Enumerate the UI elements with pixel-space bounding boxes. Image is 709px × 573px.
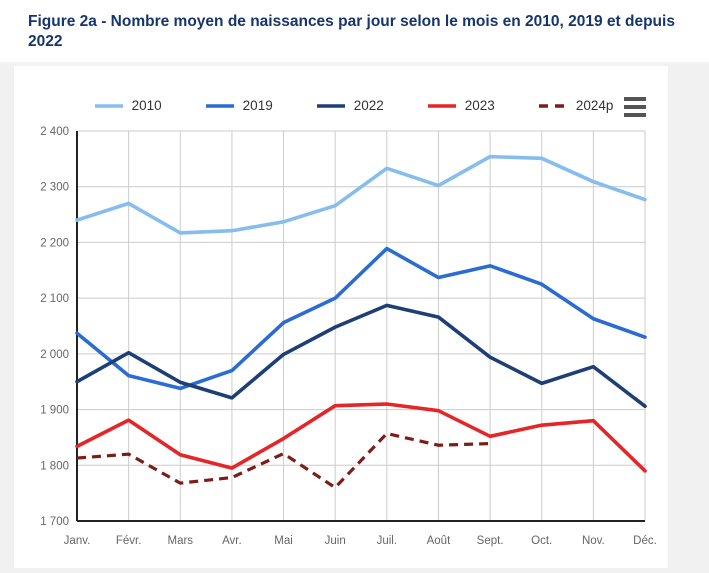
hamburger-menu-icon <box>624 105 646 109</box>
x-axis-tick-label: Juin <box>325 535 346 547</box>
legend-swatch-2022 <box>316 103 345 108</box>
y-axis-tick-label: 1 700 <box>40 516 69 528</box>
x-axis-tick-label: Mars <box>167 535 193 547</box>
x-axis-tick-label: Févr. <box>116 535 142 547</box>
series-line-2019 <box>75 246 647 391</box>
x-axis-tick-label: Août <box>427 535 451 547</box>
legend-item-2010[interactable]: 2010 <box>94 98 162 113</box>
series-line-2023 <box>75 402 647 473</box>
y-axis-tick-label: 2 400 <box>40 126 69 138</box>
legend-label-2019: 2019 <box>242 98 273 113</box>
chart-card: 2010 2019 2022 2023 2024p 1 700 1 800 1 900 2 0… <box>14 66 668 568</box>
legend-item-2023[interactable]: 2023 <box>427 98 495 113</box>
x-axis-tick-label: Oct. <box>531 535 552 547</box>
legend-swatch-2024p <box>538 103 567 108</box>
y-axis-tick-label: 1 800 <box>40 460 69 472</box>
x-axis-tick-label: Déc. <box>633 535 657 547</box>
y-axis-tick-label: 2 000 <box>40 349 69 361</box>
x-axis-tick-label: Janv. <box>64 535 91 547</box>
legend-label-2024p: 2024p <box>575 98 614 113</box>
line-chart: 1 700 1 800 1 900 2 000 2 100 2 200 2 300 2 400… <box>40 126 657 547</box>
hamburger-menu-icon <box>624 97 646 101</box>
x-axis-tick-label: Mai <box>274 535 293 547</box>
hamburger-menu-icon <box>624 113 646 117</box>
legend-label-2010: 2010 <box>131 98 162 113</box>
x-axis-tick-label: Juil. <box>377 535 397 547</box>
legend-swatch-2023 <box>427 103 456 108</box>
y-axis-tick-label: 2 100 <box>40 293 69 305</box>
y-axis-tick-label: 2 200 <box>40 237 69 249</box>
legend-item-2024p[interactable]: 2024p <box>538 98 614 113</box>
legend-label-2023: 2023 <box>464 98 495 113</box>
x-axis-tick-label: Nov. <box>582 535 605 547</box>
figure-title: Figure 2a - Nombre moyen de naissances p… <box>28 13 675 50</box>
legend-swatch-2019 <box>205 103 234 108</box>
x-axis-tick-label: Sept. <box>477 535 504 547</box>
y-axis-tick-label: 1 900 <box>40 405 69 417</box>
x-axis-tick-label: Avr. <box>222 535 242 547</box>
series-line-2024p <box>76 431 491 490</box>
chart-legend: 2010 2019 2022 2023 2024p <box>54 98 654 113</box>
y-axis-tick-label: 2 300 <box>40 182 69 194</box>
legend-item-2019[interactable]: 2019 <box>205 98 273 113</box>
series-line-2022 <box>75 303 647 409</box>
legend-label-2022: 2022 <box>353 98 384 113</box>
legend-swatch-2010 <box>94 103 123 108</box>
series-line-2010 <box>75 154 647 235</box>
chart-menu-button[interactable] <box>624 97 648 117</box>
figure-header: Figure 2a - Nombre moyen de naissances p… <box>0 0 709 62</box>
legend-item-2022[interactable]: 2022 <box>316 98 384 113</box>
